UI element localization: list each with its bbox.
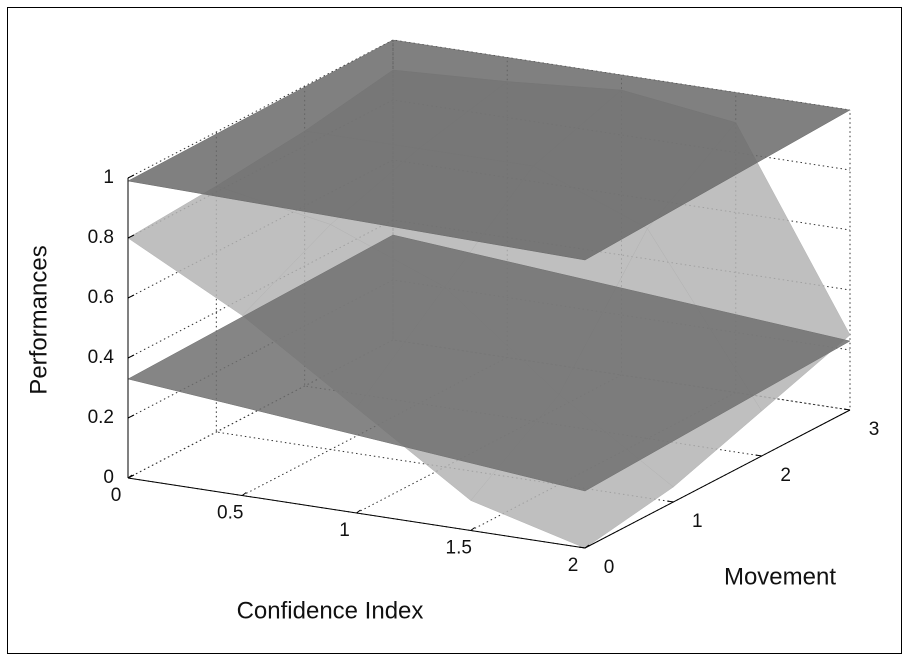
z-tick-label: 0.6 [88,287,114,308]
axes: 0 0.5 1 1.5 2 0 1 2 3 0 0.2 0.4 0.6 0.8 1 [88,167,880,578]
tick-mark [127,174,135,179]
z-tick-label: 1 [103,167,114,188]
z-tick-label: 0.4 [88,347,115,368]
tick-mark [584,544,590,549]
z-axis-label: Performances [25,245,52,394]
grid-line [127,339,851,479]
tick-mark [127,474,135,479]
x-axis-label: Confidence Index [237,597,424,624]
x-tick-label: 2 [568,555,579,576]
x-tick-label: 0 [111,485,122,506]
tick-mark [127,414,135,419]
tick-mark [667,500,674,503]
tick-mark [241,492,247,496]
y-axis-label: Movement [724,563,836,590]
x-tick-label: 1.5 [446,538,472,559]
tick-mark [843,408,851,411]
tick-mark [470,527,476,531]
grid-line [127,219,851,359]
x-tick-label: 1 [339,520,350,541]
y-tick-label: 1 [692,511,703,532]
tick-mark [127,294,135,299]
surface-patch [127,234,851,492]
axis-line [584,409,851,549]
surface-patch [127,39,851,261]
z-tick-label: 0 [103,467,114,488]
tick-mark [356,509,361,514]
grid-line [127,39,851,179]
y-tick-label: 3 [869,419,880,440]
tick-mark [127,354,135,359]
surfaces [127,39,851,549]
tick-mark [127,234,135,239]
y-tick-label: 2 [780,465,791,486]
tick-mark [755,454,762,457]
tick-mark [578,546,586,549]
x-tick-label: 0.5 [217,503,243,524]
y-tick-label: 0 [604,557,615,578]
z-tick-label: 0.2 [88,407,114,428]
z-tick-label: 0.8 [88,227,114,248]
